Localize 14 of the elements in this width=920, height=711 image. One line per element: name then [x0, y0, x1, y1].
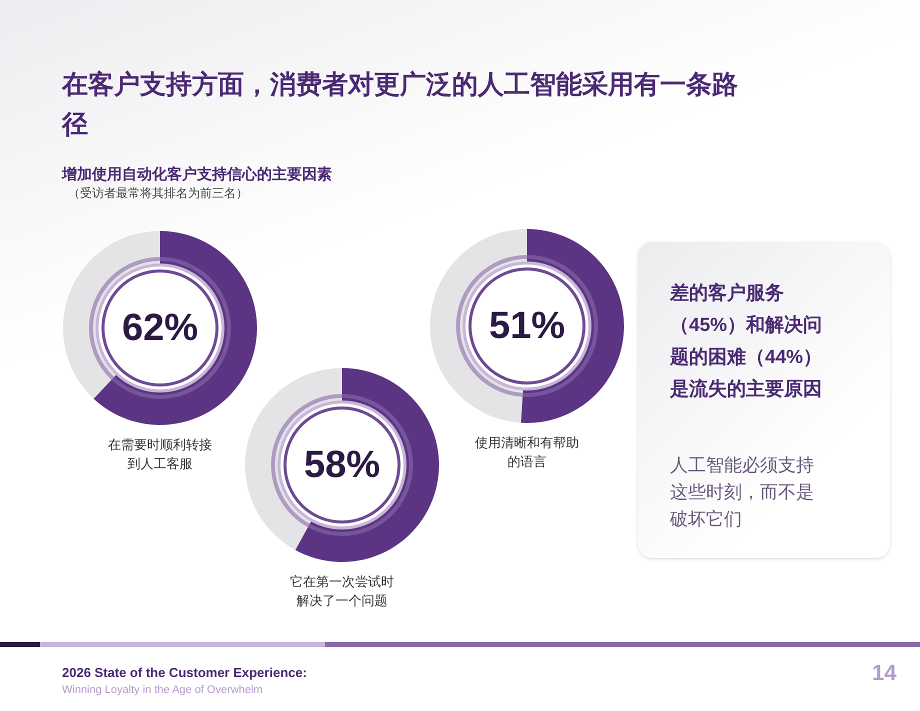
text: 51%	[488, 304, 566, 349]
text: 58%	[302, 443, 382, 488]
text: （受访者最常将其排名为前三名）	[68, 185, 248, 202]
slice-label: 它在第一次尝试时解决了一个问题	[290, 573, 394, 610]
text: 2026 State of the Customer Experience:	[62, 665, 307, 680]
slice-label: 使用清晰和有帮助的语言	[475, 434, 579, 471]
text: 差的客户服务（45%）和解决问题的困难（44%）是流失的主要原因	[670, 282, 824, 402]
text: 62%	[120, 306, 200, 351]
text: 14	[872, 660, 896, 686]
text: Winning Loyalty in the Age of Overwhelm	[62, 684, 263, 696]
text: 人工智能必须支持这些时刻，而不是破坏它们	[670, 454, 815, 531]
chart-subtitle: 增加使用自动化客户支持信心的主要因素	[62, 165, 332, 184]
text: 在客户支持方面，消费者对更广泛的人工智能采用有一条路径	[62, 68, 739, 141]
slice-label: 在需要时顺利转接到人工客服	[108, 436, 212, 473]
